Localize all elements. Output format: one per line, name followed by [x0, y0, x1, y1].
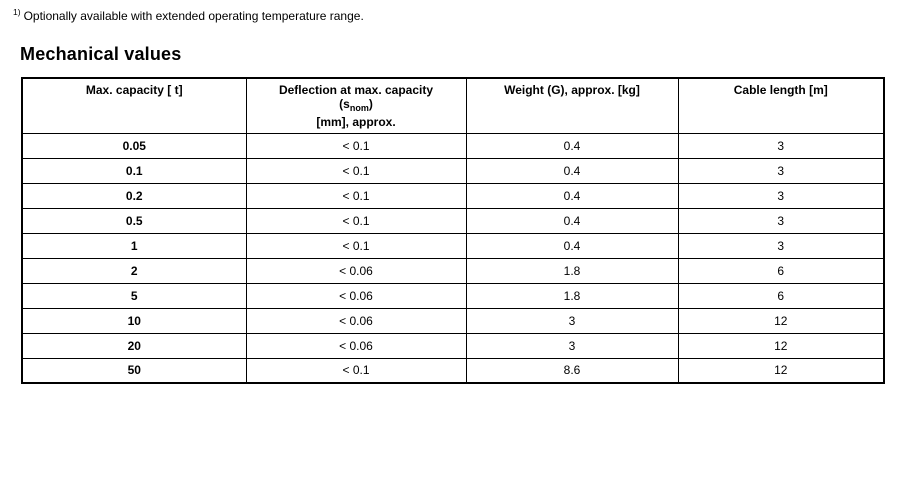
cell-deflection: < 0.06	[245, 257, 467, 284]
footnote: 1) Optionally available with extended ope…	[13, 5, 364, 24]
cell-cable-length: 3	[677, 232, 885, 259]
table-row: 5 < 0.06 1.8 6	[21, 282, 885, 309]
cell-max-capacity: 0.1	[21, 157, 247, 184]
cell-deflection: < 0.1	[245, 207, 467, 234]
cell-cable-length: 3	[677, 157, 885, 184]
cell-max-capacity: 5	[21, 282, 247, 309]
cell-max-capacity: 2	[21, 257, 247, 284]
header-deflection-symbol: (snom)	[339, 97, 373, 113]
deflection-subscript: nom	[349, 103, 369, 113]
table-row: 0.5 < 0.1 0.4 3	[21, 207, 885, 234]
table-row: 20 < 0.06 3 12	[21, 332, 885, 359]
header-cable-length: Cable length [m]	[677, 77, 885, 134]
cell-max-capacity: 1	[21, 232, 247, 259]
cell-deflection: < 0.1	[245, 232, 467, 259]
header-weight: Weight (G), approx. [kg]	[465, 77, 679, 134]
table-row: 10 < 0.06 3 12	[21, 307, 885, 334]
cell-weight: 3	[465, 307, 679, 334]
cell-max-capacity: 50	[21, 357, 247, 384]
cell-cable-length: 12	[677, 332, 885, 359]
cell-cable-length: 12	[677, 307, 885, 334]
cell-cable-length: 3	[677, 132, 885, 159]
cell-max-capacity: 10	[21, 307, 247, 334]
header-max-capacity: Max. capacity [ t]	[21, 77, 247, 134]
header-deflection-line1: Deflection at max. capacity	[278, 83, 434, 97]
cell-weight: 0.4	[465, 157, 679, 184]
cell-deflection: < 0.1	[245, 157, 467, 184]
cell-max-capacity: 20	[21, 332, 247, 359]
cell-weight: 0.4	[465, 207, 679, 234]
cell-deflection: < 0.06	[245, 307, 467, 334]
cell-max-capacity: 0.05	[21, 132, 247, 159]
section-title: Mechanical values	[20, 44, 182, 64]
cell-cable-length: 12	[677, 357, 885, 384]
cell-cable-length: 6	[677, 257, 885, 284]
table-row: 50 < 0.1 8.6 12	[21, 357, 885, 384]
table-row: 2 < 0.06 1.8 6	[21, 257, 885, 284]
cell-cable-length: 3	[677, 182, 885, 209]
cell-weight: 8.6	[465, 357, 679, 384]
cell-weight: 0.4	[465, 182, 679, 209]
cell-max-capacity: 0.5	[21, 207, 247, 234]
cell-weight: 0.4	[465, 132, 679, 159]
cell-deflection: < 0.06	[245, 332, 467, 359]
cell-deflection: < 0.1	[245, 132, 467, 159]
cell-cable-length: 6	[677, 282, 885, 309]
cell-deflection: < 0.1	[245, 182, 467, 209]
table-body: 0.05 < 0.1 0.4 3 0.1 < 0.1 0.4 3 0.2 < 0.1 0.4 3 0.5…	[21, 132, 885, 384]
cell-weight: 1.8	[465, 257, 679, 284]
table-row: 0.1 < 0.1 0.4 3	[21, 157, 885, 184]
cell-max-capacity: 0.2	[21, 182, 247, 209]
cell-deflection: < 0.1	[245, 357, 467, 384]
cell-weight: 1.8	[465, 282, 679, 309]
table-header-row: Max. capacity [ t] Deflection at max. ca…	[21, 77, 885, 134]
cell-weight: 3	[465, 332, 679, 359]
cell-weight: 0.4	[465, 232, 679, 259]
header-deflection-line3: [mm], approx.	[316, 115, 396, 129]
table-row: 1 < 0.1 0.4 3	[21, 232, 885, 259]
table-row: 0.05 < 0.1 0.4 3	[21, 132, 885, 159]
cell-cable-length: 3	[677, 207, 885, 234]
header-deflection: Deflection at max. capacity (snom) [mm],…	[245, 77, 467, 134]
footnote-marker: 1)	[13, 7, 21, 17]
footnote-text: Optionally available with extended opera…	[23, 9, 364, 23]
table-row: 0.2 < 0.1 0.4 3	[21, 182, 885, 209]
mechanical-values-table: Max. capacity [ t] Deflection at max. ca…	[21, 77, 885, 384]
cell-deflection: < 0.06	[245, 282, 467, 309]
